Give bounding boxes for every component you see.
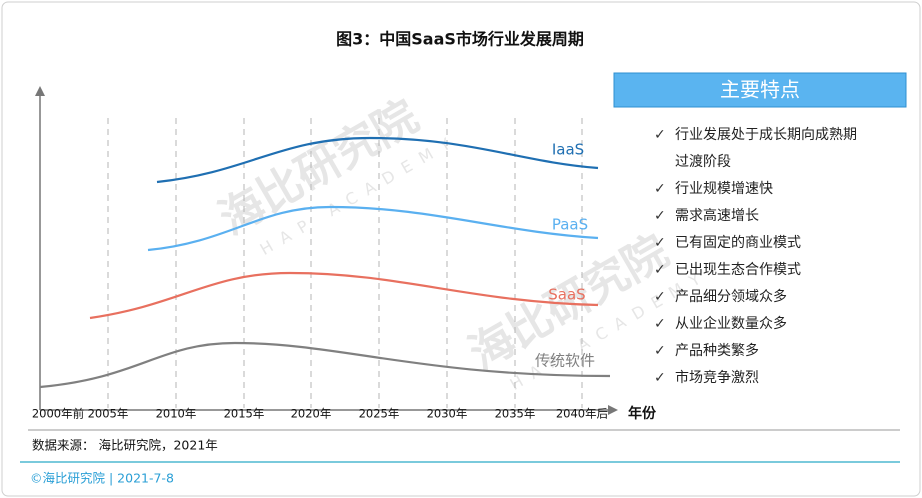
feature-item: 需求高速增长 bbox=[650, 203, 860, 230]
feature-item: 行业发展处于成长期向成熟期过渡阶段 bbox=[650, 122, 860, 176]
x-tick-label: 2040年后 bbox=[556, 407, 608, 421]
curve-label: SaaS bbox=[548, 286, 585, 304]
x-tick-label: 2010年 bbox=[156, 407, 197, 421]
x-tick-label: 2005年 bbox=[88, 407, 129, 421]
feature-item: 行业规模增速快 bbox=[650, 176, 860, 203]
curve-paas bbox=[147, 205, 599, 252]
x-tick-label: 2030年 bbox=[427, 407, 468, 421]
watermark: 海比研究院 HAP ACADEMY 海比研究院 HAP ACADEMY bbox=[211, 91, 713, 394]
feature-item: 已出现生态合作模式 bbox=[650, 257, 860, 284]
title: 图3：中国SaaS市场行业发展周期 bbox=[336, 30, 584, 49]
curve-label: IaaS bbox=[552, 141, 584, 159]
panel-header bbox=[613, 72, 907, 108]
x-tick-label: 2000年前 bbox=[32, 407, 84, 421]
curve-traditional bbox=[39, 341, 611, 389]
x-tick-label: 2025年 bbox=[359, 407, 400, 421]
feature-list: 行业发展处于成长期向成熟期过渡阶段行业规模增速快需求高速增长已有固定的商业模式已… bbox=[650, 122, 860, 392]
curve-label: 传统软件 bbox=[535, 352, 595, 370]
feature-item: 市场竞争激烈 bbox=[650, 365, 860, 392]
panel-title: 主要特点 bbox=[720, 78, 800, 102]
x-labels: 2000年前 2005年 2010年 2015年 2020年 2025年 2030年 2035… bbox=[32, 407, 608, 421]
feature-item: 产品种类繁多 bbox=[650, 338, 860, 365]
x-arrow bbox=[608, 405, 618, 415]
guides bbox=[107, 118, 583, 408]
feature-item: 产品细分领域众多 bbox=[650, 284, 860, 311]
footer: ©海比研究院 | 2021-7-8 bbox=[30, 471, 174, 486]
curve-label: PaaS bbox=[552, 216, 588, 234]
x-tick-label: 2015年 bbox=[224, 407, 265, 421]
feature-item: 从业企业数量众多 bbox=[650, 311, 860, 338]
x-axis-title: 年份 bbox=[628, 405, 657, 422]
curve-iaas bbox=[156, 136, 599, 184]
x-tick-label: 2020年 bbox=[291, 407, 332, 421]
y-arrow bbox=[35, 86, 45, 96]
x-tick-label: 2035年 bbox=[495, 407, 536, 421]
curve-saas bbox=[89, 271, 599, 320]
feature-item: 已有固定的商业模式 bbox=[650, 230, 860, 257]
source: 数据来源： 海比研究院，2021年 bbox=[32, 438, 218, 453]
